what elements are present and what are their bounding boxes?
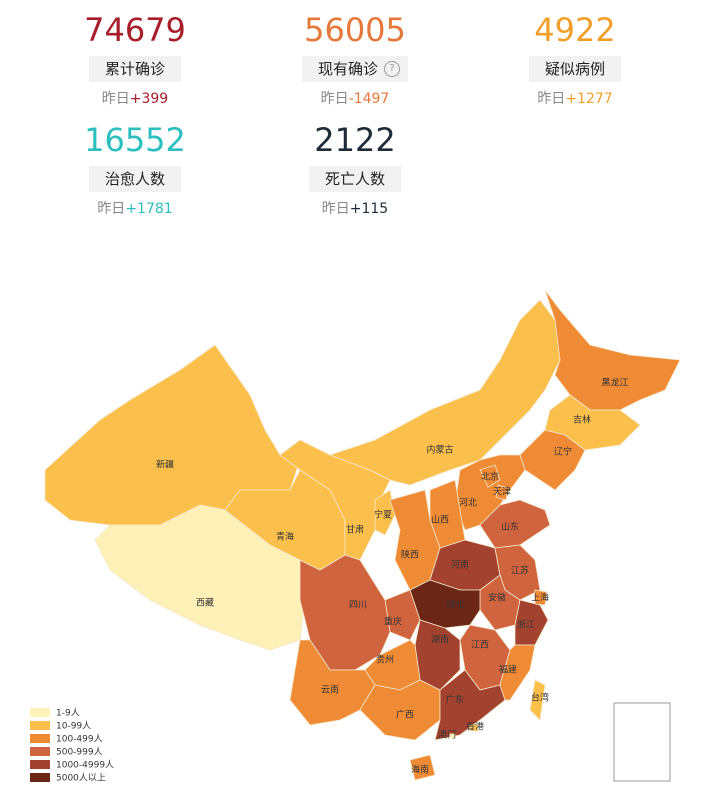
province-label: 上海 — [531, 592, 549, 604]
province-label: 四川 — [349, 601, 367, 611]
stat-value: 4922 — [534, 11, 616, 49]
stat-label-wrap: 现有确诊? — [245, 50, 465, 82]
province-label: 广东 — [446, 694, 464, 706]
legend-swatch — [30, 734, 50, 743]
stat-card: 74679 累计确诊昨日+399 — [25, 10, 245, 108]
province-label: 黑龙江 — [601, 377, 628, 389]
province — [479, 464, 501, 488]
stat-label: 死亡人数 — [308, 166, 401, 192]
help-icon: ? — [384, 61, 400, 77]
stat-yesterday: 昨日+1277 — [465, 88, 685, 108]
province-label: 天津 — [493, 487, 511, 498]
stat-delta: +399 — [129, 91, 169, 107]
province — [469, 723, 479, 732]
province — [499, 644, 536, 701]
province-label: 贵州 — [376, 654, 394, 666]
province — [534, 589, 548, 606]
province-label: 湖南 — [431, 634, 449, 646]
province-label: 台湾 — [531, 692, 549, 704]
stat-value: 16552 — [84, 121, 186, 159]
stat-label-wrap: 治愈人数 — [25, 160, 245, 192]
province-label: 江西 — [471, 640, 489, 651]
province-label: 江苏 — [511, 565, 529, 577]
yesterday-label: 昨日 — [101, 91, 130, 107]
province-label: 香港 — [466, 721, 484, 733]
legend-swatch — [30, 747, 50, 756]
province-label: 新疆 — [156, 459, 174, 471]
province-label: 北京 — [481, 471, 499, 483]
stat-value: 56005 — [304, 11, 406, 49]
legend-label: 100-499人 — [56, 734, 103, 745]
province — [544, 394, 641, 451]
stat-card: 16552 治愈人数昨日+1781 — [25, 120, 245, 218]
province-label: 河北 — [459, 497, 477, 509]
stat-card: 2122 死亡人数昨日+115 — [245, 120, 465, 218]
province — [449, 733, 456, 739]
province-label: 陕西 — [401, 549, 419, 561]
legend-swatch — [30, 760, 50, 769]
province — [409, 754, 436, 781]
province — [529, 679, 546, 721]
stat-yesterday: 昨日+1781 — [25, 198, 245, 218]
stat-card: 4922 疑似病例昨日+1277 — [465, 10, 685, 108]
yesterday-label: 昨日 — [321, 201, 350, 217]
legend-swatch — [30, 721, 50, 730]
province-label: 澳门 — [438, 729, 456, 741]
province — [299, 554, 391, 671]
province — [495, 484, 509, 501]
province-label: 浙江 — [517, 619, 535, 631]
stat-label: 疑似病例 — [528, 56, 621, 82]
yesterday-label: 昨日 — [320, 91, 349, 107]
stat-card: 56005 现有确诊? 昨日-1497 — [245, 10, 465, 108]
legend-label: 1-9人 — [56, 708, 80, 719]
yesterday-label: 昨日 — [537, 91, 566, 107]
stat-yesterday: 昨日-1497 — [245, 88, 465, 108]
inset-frame — [613, 702, 671, 782]
stat-yesterday: 昨日+399 — [25, 88, 245, 108]
province-label: 安徽 — [488, 592, 506, 604]
stat-delta: -1497 — [348, 91, 390, 107]
province-label: 甘肃 — [346, 524, 364, 536]
legend-swatch — [30, 708, 50, 717]
province-label: 广西 — [396, 709, 414, 721]
province-label: 西藏 — [196, 597, 214, 609]
province — [328, 299, 561, 486]
stat-value: 2122 — [314, 121, 396, 159]
province-label: 山西 — [431, 515, 449, 526]
stat-label-wrap: 死亡人数 — [245, 160, 465, 192]
province-label: 重庆 — [384, 616, 402, 628]
stat-delta: +1781 — [125, 201, 173, 217]
province-label: 内蒙古 — [426, 444, 453, 456]
stat-delta: +1277 — [565, 91, 613, 107]
province-label: 湖北 — [446, 600, 464, 611]
legend-label: 10-99人 — [56, 721, 91, 732]
province-label: 吉林 — [573, 414, 591, 426]
legend-label: 500-999人 — [56, 747, 103, 758]
legend-swatch — [30, 773, 50, 782]
stat-value: 74679 — [84, 11, 186, 49]
province-label: 青海 — [276, 531, 294, 543]
stat-label: 治愈人数 — [88, 166, 181, 192]
legend-label: 5000人以上 — [56, 773, 106, 784]
province — [544, 289, 681, 411]
province-label: 河南 — [451, 559, 469, 571]
province-label: 山东 — [501, 521, 519, 533]
stat-yesterday: 昨日+115 — [245, 198, 465, 218]
province-label: 辽宁 — [554, 446, 572, 458]
province-label: 云南 — [321, 684, 339, 696]
stat-label: 累计确诊 — [88, 56, 181, 82]
legend-label: 1000-4999人 — [56, 760, 114, 771]
province-label: 福建 — [499, 664, 517, 676]
stat-label-wrap: 疑似病例 — [465, 50, 685, 82]
province-label: 海南 — [411, 764, 429, 776]
province — [44, 344, 301, 526]
stat-delta: +115 — [349, 201, 389, 217]
province-label: 宁夏 — [374, 509, 392, 521]
province — [434, 669, 506, 741]
yesterday-label: 昨日 — [97, 201, 126, 217]
stat-label: 现有确诊? — [301, 56, 408, 82]
stat-label-wrap: 累计确诊 — [25, 50, 245, 82]
